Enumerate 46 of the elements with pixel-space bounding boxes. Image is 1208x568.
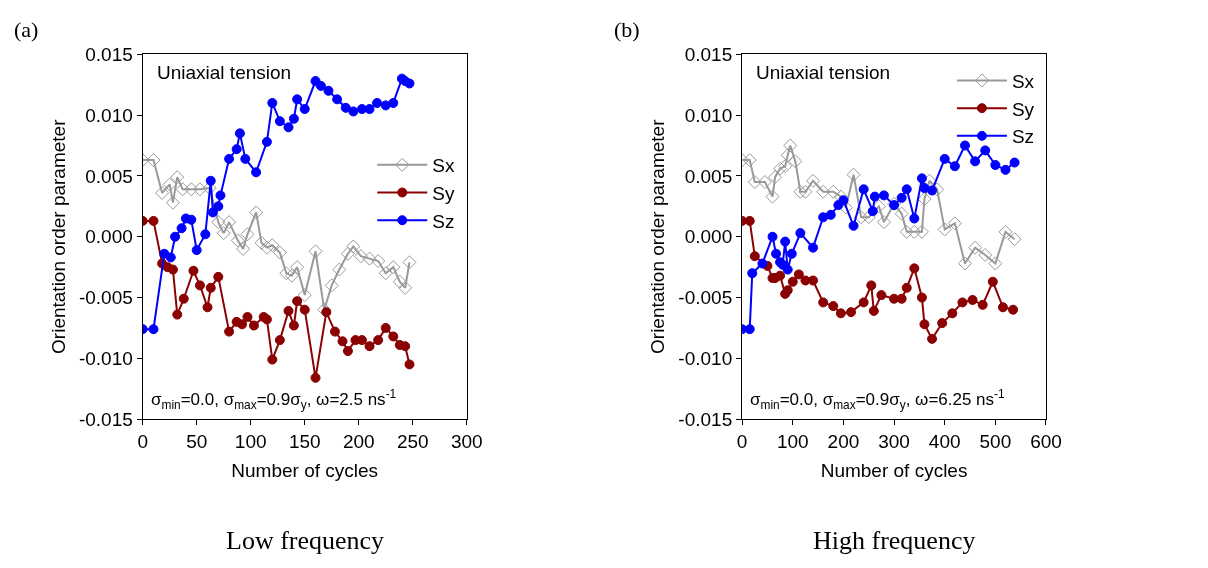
x-tick-label: 300	[450, 431, 483, 453]
y-tick-label: -0.010	[678, 348, 733, 369]
x-axis-title: Number of cycles	[820, 459, 968, 481]
y-axis-title: Orientation order parameter	[47, 118, 69, 354]
legend-label: Sx	[432, 155, 455, 177]
legend-label: Sx	[1011, 70, 1035, 92]
y-tick-label: -0.015	[678, 408, 733, 430]
text: High frequency	[813, 526, 976, 555]
y-tick-label: -0.005	[78, 287, 133, 309]
legend-label: Sy	[1011, 98, 1035, 120]
legend-label: Sz	[1011, 126, 1035, 148]
x-tick-label: 100	[776, 431, 809, 453]
x-tick-label: 200	[827, 431, 860, 453]
x-tick-label: 100	[234, 431, 267, 453]
x-tick-label: 300	[878, 431, 910, 453]
y-tick-label: -0.015	[78, 408, 133, 430]
y-tick-label: 0.005	[85, 165, 133, 187]
x-tick-label: 50	[186, 431, 208, 453]
y-tick-label: 0.010	[85, 104, 133, 126]
y-tick-label: 0.005	[684, 165, 733, 187]
y-tick-label: 0.015	[85, 43, 133, 65]
annotation: Uniaxial tension	[157, 62, 292, 83]
x-tick-label: 200	[342, 431, 375, 453]
x-tick-label: 250	[396, 431, 429, 453]
chart-title: (b)	[614, 17, 640, 42]
legend-label: Sy	[432, 182, 455, 204]
x-tick-label: 600	[1030, 431, 1062, 453]
annotation: σ$_{min}$=0.0, σ$_{max}$=0.9σ$_{y}$, ω=6.25 ns$^{-1}$	[750, 387, 1006, 412]
x-tick-label: 400	[928, 431, 961, 453]
x-tick-label: 0	[736, 431, 748, 453]
x-tick-label: 500	[979, 431, 1012, 453]
y-tick-label: 0.000	[684, 226, 733, 248]
y-axis-title: Orientation order parameter	[647, 118, 669, 354]
y-tick-label: 0.010	[684, 104, 733, 126]
annotation: σ$_{min}$=0.0, σ$_{max}$=0.9σ$_{y}$, ω=2.5 ns$^{-1}$	[151, 387, 397, 412]
y-tick-label: -0.005	[678, 287, 733, 309]
y-tick-label: 0.015	[684, 43, 733, 65]
x-tick-label: 150	[288, 431, 321, 453]
chart-title: (a)	[14, 17, 39, 42]
x-tick-label: 0	[137, 431, 148, 453]
y-tick-label: 0.000	[85, 226, 133, 248]
annotation: Uniaxial tension	[756, 62, 891, 83]
legend-label: Sz	[432, 210, 455, 232]
x-axis-title: Number of cycles	[231, 459, 379, 481]
y-tick-label: -0.010	[78, 348, 133, 369]
text: Low frequency	[226, 526, 385, 555]
